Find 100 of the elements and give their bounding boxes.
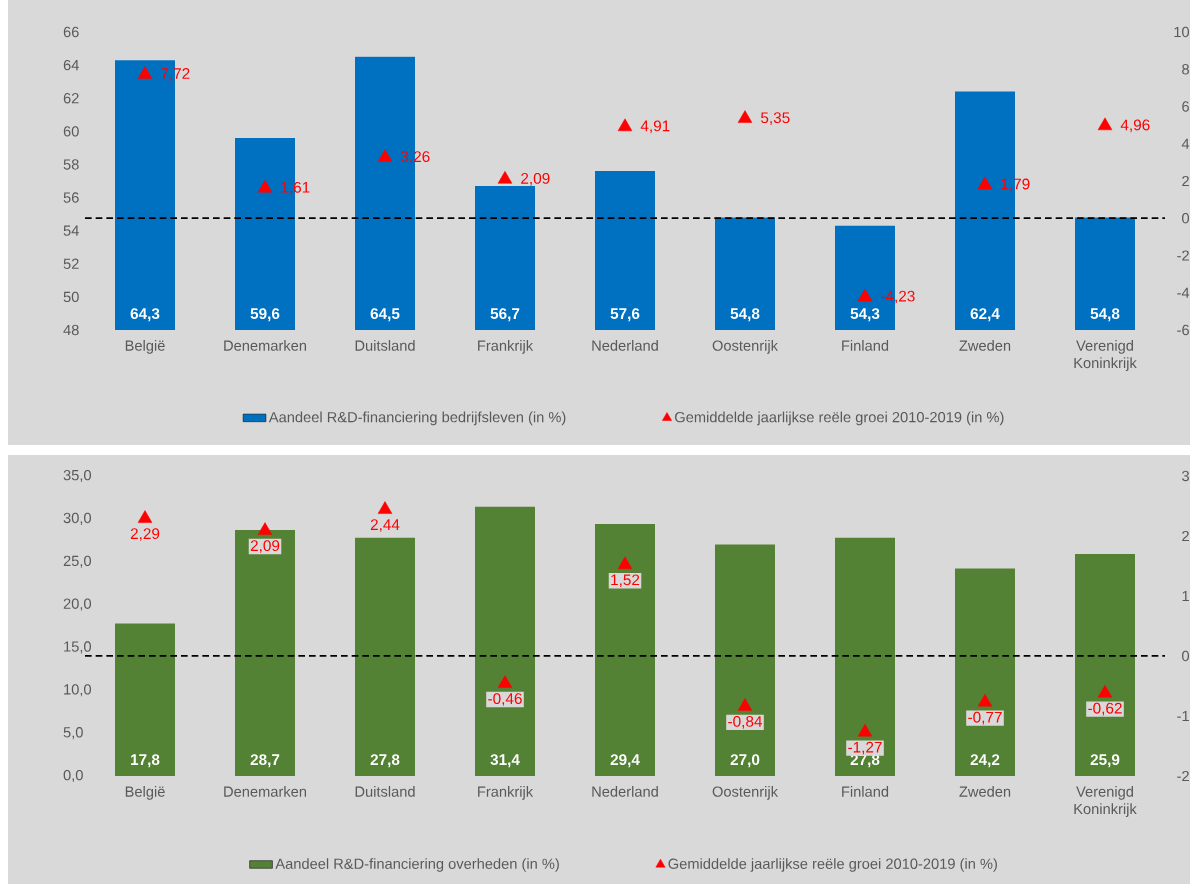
data-label: 56,7: [490, 308, 520, 322]
data-label: 54,8: [1090, 308, 1120, 322]
y2-tick-label: -6: [1177, 324, 1189, 336]
data-label: 2,44: [370, 519, 400, 532]
x-tick-label: Denemarken: [224, 786, 307, 797]
data-label: -0,46: [488, 693, 522, 706]
y-tick-label: 56: [63, 192, 79, 203]
point: [137, 510, 153, 523]
legend-label: Gemiddelde jaarlijkse reële groei 2010-2019 (in %): [668, 858, 997, 872]
data-label: 31,4: [490, 754, 520, 768]
bar: [355, 537, 416, 776]
data-label: 27,8: [370, 754, 400, 768]
data-label: 25,9: [1090, 754, 1120, 768]
y2-tick-label: 0: [1182, 213, 1190, 224]
data-label: 17,8: [131, 754, 160, 768]
x-tick-label: Oostenrijk: [712, 786, 779, 800]
y-tick-label: 0,0: [63, 769, 83, 783]
y-tick-label: 60: [63, 126, 79, 137]
data-label: 27,0: [730, 754, 760, 768]
y2-tick-label: -1: [1177, 710, 1189, 722]
point: [617, 556, 633, 570]
point: [377, 149, 393, 162]
bar: [595, 523, 656, 776]
bar: [235, 529, 296, 776]
data-label: 64,3: [130, 308, 160, 322]
bar: [1075, 553, 1135, 776]
data-label: 29,4: [610, 754, 640, 768]
x-tick-label: Denemarken: [224, 340, 307, 351]
x-tick-label: Finland: [842, 786, 889, 797]
y2-tick-label: 2: [1182, 530, 1189, 542]
x-tick-label: Zweden: [959, 340, 1011, 351]
y2-tick-label: 8: [1182, 64, 1189, 75]
y2-tick-label: 3: [1182, 470, 1189, 482]
data-label: -0,77: [968, 711, 1002, 725]
x-tick-label: Oostenrijk: [712, 340, 779, 354]
bar: [115, 623, 176, 776]
point: [377, 501, 393, 514]
y2-tick-label: 10: [1174, 26, 1190, 38]
x-tick-label: Frankrijk: [478, 786, 534, 800]
point: [1097, 684, 1113, 698]
x-tick-label: Verenigd Koninkrijk: [1074, 340, 1137, 372]
bar: [835, 537, 895, 776]
point: [257, 522, 273, 535]
y2-tick-label: -2: [1177, 770, 1189, 782]
data-label: 54,3: [850, 308, 880, 322]
y2-tick-label: 1: [1182, 590, 1189, 602]
point: [737, 698, 753, 711]
legend-label: Aandeel R&D-financiering bedrijfsleven (in %): [268, 411, 566, 426]
bar: [715, 544, 775, 776]
data-label: 57,6: [610, 308, 640, 322]
x-tick-label: Duitsland: [355, 786, 415, 797]
y2-tick-label: 0: [1182, 650, 1190, 662]
y-tick-label: 64: [63, 59, 79, 71]
y-tick-label: 20,0: [63, 598, 92, 611]
y2-tick-label: 4: [1181, 138, 1190, 149]
x-tick-label: Nederland: [592, 786, 658, 797]
legend-label: Aandeel R&D-financiering overheden (in %): [275, 858, 559, 872]
data-label: 2,09: [250, 540, 280, 553]
x-tick-label: Finland: [842, 340, 889, 351]
data-label: 1,52: [611, 574, 640, 588]
point: [617, 118, 633, 132]
data-label: -0,84: [728, 715, 763, 729]
data-label: -0,62: [1088, 702, 1122, 716]
y-tick-label: 10,0: [64, 684, 92, 697]
point: [977, 693, 993, 707]
y-tick-label: 5,0: [63, 727, 83, 740]
y-tick-label: 50: [63, 291, 79, 303]
data-label: 5,35: [760, 112, 790, 125]
bar: [955, 568, 1015, 776]
point: [137, 66, 153, 79]
y2-tick-label: 6: [1182, 101, 1189, 112]
y2-tick-label: 2: [1182, 175, 1189, 187]
point: [1097, 117, 1113, 131]
data-label: 54,8: [730, 308, 760, 322]
y2-tick-label: -4: [1177, 287, 1190, 298]
data-label: -1,27: [848, 741, 882, 755]
point: [257, 179, 273, 193]
point: [857, 288, 873, 302]
y-tick-label: 54: [63, 225, 79, 236]
point: [497, 675, 513, 688]
point: [497, 171, 513, 184]
bar: [475, 506, 536, 776]
x-tick-label: Zweden: [959, 786, 1011, 797]
data-label: 4,96: [1120, 119, 1150, 133]
y-tick-label: 52: [63, 258, 79, 269]
x-tick-label: België: [125, 786, 165, 800]
x-tick-label: Verenigd Koninkrijk: [1074, 786, 1137, 818]
point: [977, 176, 993, 190]
x-tick-label: België: [125, 340, 165, 354]
data-label: 59,6: [250, 308, 280, 322]
legend-label: Gemiddelde jaarlijkse reële groei 2010-2019 (in %): [675, 411, 1004, 426]
x-tick-label: Nederland: [592, 340, 658, 351]
x-tick-label: Frankrijk: [478, 340, 534, 354]
data-label: 62,4: [970, 308, 1000, 322]
y-tick-label: 15,0: [64, 641, 92, 654]
y-tick-label: 35,0: [63, 469, 92, 483]
y-tick-label: 66: [63, 26, 79, 38]
y-tick-label: 58: [63, 159, 79, 170]
y-tick-label: 48: [63, 324, 79, 336]
data-label: 4,91: [640, 120, 670, 134]
